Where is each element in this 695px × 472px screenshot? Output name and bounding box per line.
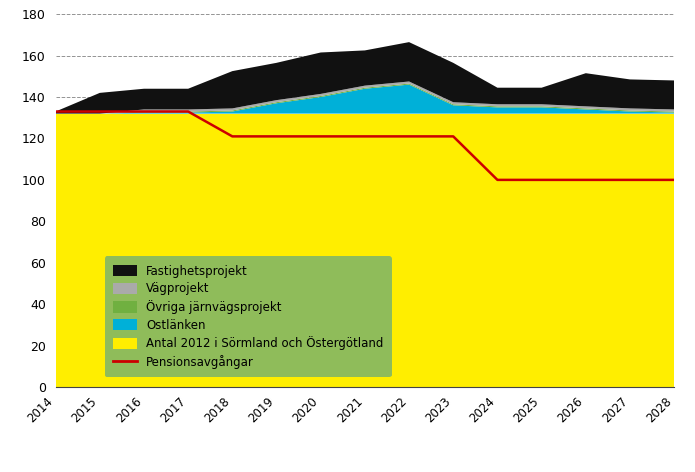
Legend: Fastighetsprojekt, Vägprojekt, Övriga järnvägsprojekt, Ostlänken, Antal 2012 i S: Fastighetsprojekt, Vägprojekt, Övriga jä…: [105, 256, 392, 378]
